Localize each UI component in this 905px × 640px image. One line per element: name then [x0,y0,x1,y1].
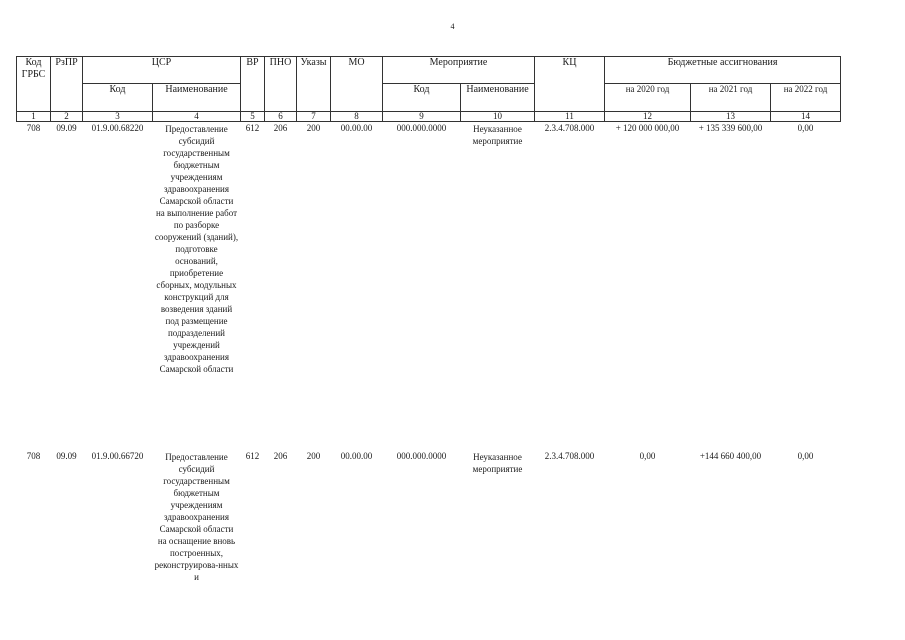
column-number: 13 [690,111,771,122]
cell-year-2022: 0,00 [797,451,814,461]
cell-year-2020: 0,00 [639,451,656,461]
header-kod-grbs: Код ГРБС [16,56,51,112]
header-csr-name: Наименование [152,83,241,112]
header-year-2021: на 2021 год [690,83,771,112]
cell-ukazy: 200 [306,451,321,461]
cell-vr: 612 [245,123,260,133]
cell-grbs: 708 [26,123,41,133]
cell-mer-kod: 000.000.0000 [396,451,447,461]
cell-mer-kod: 000.000.0000 [396,123,447,133]
cell-mo: 00.00.00 [340,451,373,461]
cell-year-2021: + 135 339 600,00 [698,123,763,133]
column-number: 14 [770,111,841,122]
header-mo: МО [330,56,383,112]
cell-csr-kod: 01.9.00.66720 [91,451,144,461]
cell-year-2020: + 120 000 000,00 [615,123,680,133]
column-number: 10 [460,111,535,122]
column-number: 2 [50,111,83,122]
column-number: 9 [382,111,461,122]
header-year-2020: на 2020 год [604,83,691,112]
column-number: 8 [330,111,383,122]
header-budget: Бюджетные ассигнования [604,56,841,84]
budget-allocation-table: Код ГРБС РзПР ЦСР ВР ПНО Указы МО Меропр… [16,56,841,601]
header-csr-kod: Код [82,83,153,112]
cell-year-2021: +144 660 400,00 [699,451,762,461]
cell-csr-name: Предоставление субсидий государственным … [154,124,239,374]
cell-pno: 206 [273,451,288,461]
column-number: 5 [240,111,265,122]
column-number: 12 [604,111,691,122]
column-number: 6 [264,111,297,122]
cell-rzpr: 09.09 [56,451,77,461]
cell-mo: 00.00.00 [340,123,373,133]
cell-pno: 206 [273,123,288,133]
cell-kc: 2.3.4.708.000 [544,123,595,133]
column-number: 7 [296,111,331,122]
header-kc: КЦ [534,56,605,112]
column-number-row: 1 2 3 4 5 6 7 8 9 10 11 12 13 14 [16,111,841,122]
cell-grbs: 708 [26,451,41,461]
header-year-2022: на 2022 год [770,83,841,112]
cell-ukazy: 200 [306,123,321,133]
header-pno: ПНО [264,56,297,112]
cell-csr-name: Предоставление субсидий государственным … [154,452,239,582]
cell-mer-name: Неуказанное мероприятие [472,124,523,146]
header-csr: ЦСР [82,56,241,84]
table-header: Код ГРБС РзПР ЦСР ВР ПНО Указы МО Меропр… [16,56,841,122]
table-row: 708 09.09 01.9.00.68220 Предоставление с… [17,122,841,444]
page-number: 4 [450,22,455,31]
cell-rzpr: 09.09 [56,123,77,133]
header-mer-name: Наименование [460,83,535,112]
header-rzpr: РзПР [50,56,83,112]
column-number: 3 [82,111,153,122]
header-ukazy: Указы [296,56,331,112]
header-meropriyatie: Мероприятие [382,56,535,84]
cell-mer-name: Неуказанное мероприятие [472,452,523,474]
cell-vr: 612 [245,451,260,461]
cell-csr-kod: 01.9.00.68220 [91,123,144,133]
header-vr: ВР [240,56,265,112]
table-row: 708 09.09 01.9.00.66720 Предоставление с… [17,443,841,601]
cell-year-2022: 0,00 [797,123,814,133]
column-number: 4 [152,111,241,122]
header-mer-kod: Код [382,83,461,112]
cell-kc: 2.3.4.708.000 [544,451,595,461]
column-number: 11 [534,111,605,122]
column-number: 1 [16,111,51,122]
